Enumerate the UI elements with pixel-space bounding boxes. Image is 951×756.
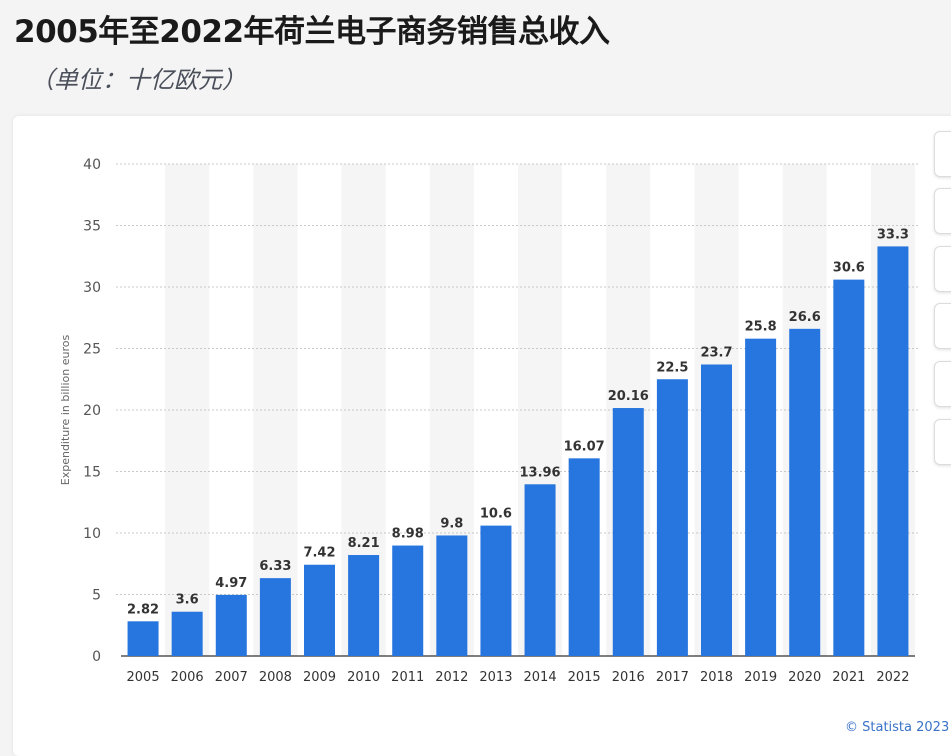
bar	[436, 535, 468, 656]
bar	[259, 578, 291, 656]
x-tick-label: 2018	[700, 670, 733, 685]
x-tick-label: 2022	[876, 670, 909, 685]
data-label: 6.33	[259, 559, 291, 574]
bar	[656, 379, 688, 656]
background-band	[165, 164, 210, 656]
data-label: 16.07	[564, 439, 605, 454]
bar	[524, 484, 556, 656]
data-label: 30.6	[833, 261, 865, 276]
bar-chart: 0 5 10 15 20 25 30 35 40 Expenditure in billion e…	[59, 157, 918, 685]
bar	[833, 279, 865, 656]
x-tick-label: 2011	[391, 670, 424, 685]
bar	[701, 364, 732, 656]
x-tick-label: 2008	[259, 670, 292, 685]
x-tick-label: 2015	[568, 670, 601, 685]
data-label: 9.8	[440, 516, 463, 531]
x-tick-label: 2019	[744, 670, 777, 685]
x-tick-label: 2005	[127, 670, 160, 685]
y-tick-label: 35	[83, 219, 101, 235]
data-label: 26.6	[789, 310, 821, 325]
x-tick-label: 2006	[171, 670, 204, 685]
bar	[877, 246, 909, 656]
bar	[215, 594, 247, 656]
data-label: 2.82	[127, 602, 159, 617]
data-label: 10.6	[480, 507, 512, 522]
bar	[789, 328, 821, 656]
chart-title: 2005年至2022年荷兰电子商务销售总收入	[14, 14, 610, 50]
y-tick-label: 20	[83, 403, 101, 419]
y-axis-title: Expenditure in billion euros	[59, 335, 72, 486]
y-tick-label: 25	[83, 342, 101, 358]
bar	[171, 611, 203, 656]
star-icon[interactable]	[934, 188, 951, 234]
bar	[480, 525, 512, 656]
data-label: 8.98	[392, 527, 424, 542]
quote-icon[interactable]	[934, 361, 951, 407]
data-label: 7.42	[303, 546, 335, 561]
notification-icon[interactable]	[934, 131, 951, 177]
x-tick-label: 2009	[303, 670, 336, 685]
bar	[304, 564, 335, 656]
x-tick-label: 2010	[347, 670, 380, 685]
statista-credit[interactable]: © Statista 2023	[845, 720, 950, 735]
x-tick-label: 2017	[656, 670, 689, 685]
y-tick-label: 0	[92, 649, 101, 665]
data-label: 20.16	[608, 389, 649, 404]
data-label: 22.5	[656, 360, 688, 375]
x-tick-label: 2020	[788, 670, 821, 685]
y-tick-label: 30	[83, 280, 101, 296]
x-tick-label: 2014	[524, 670, 557, 685]
bar	[127, 621, 159, 656]
chart-card: 0 5 10 15 20 25 30 35 40 Expenditure in billion e…	[13, 116, 951, 756]
chart-subtitle: （单位：十亿欧元）	[30, 66, 246, 94]
bar	[612, 408, 644, 656]
y-tick-label: 5	[92, 588, 101, 604]
data-label: 25.8	[745, 320, 777, 335]
x-tick-label: 2007	[215, 670, 248, 685]
x-tick-label: 2012	[435, 670, 468, 685]
y-tick-label: 10	[83, 526, 101, 542]
data-label: 23.7	[700, 345, 732, 360]
bar	[392, 545, 424, 656]
y-tick-label: 15	[83, 465, 101, 481]
x-tick-label: 2013	[479, 670, 512, 685]
x-tick-label: 2021	[832, 670, 865, 685]
data-label: 4.97	[215, 576, 247, 591]
settings-icon[interactable]	[934, 246, 951, 292]
data-label: 13.96	[519, 465, 560, 480]
y-tick-label: 40	[83, 157, 101, 173]
bar	[348, 555, 380, 656]
x-tick-label: 2016	[612, 670, 645, 685]
data-label: 3.6	[176, 593, 199, 608]
data-label: 8.21	[348, 536, 380, 551]
data-label: 33.3	[877, 227, 909, 242]
print-icon[interactable]	[934, 419, 951, 465]
bar	[745, 338, 777, 656]
bar	[568, 458, 600, 656]
share-icon[interactable]	[934, 303, 951, 349]
